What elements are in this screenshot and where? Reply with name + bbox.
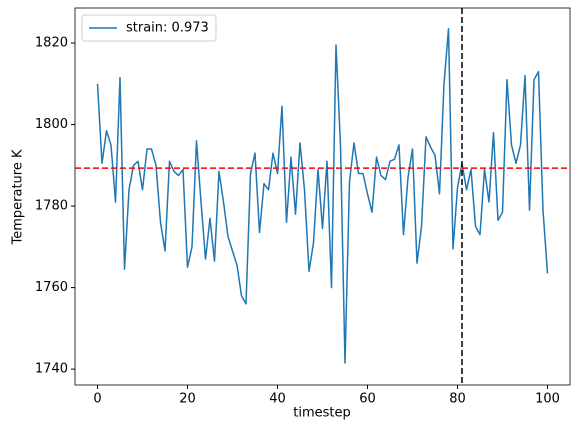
y-tick-label: 1740 <box>35 362 68 377</box>
x-tick-label: 0 <box>93 392 101 407</box>
x-tick-label: 60 <box>359 392 376 407</box>
x-axis-label: timestep <box>293 406 351 421</box>
y-axis-label: Temperature K <box>11 149 26 245</box>
legend-label: strain: 0.973 <box>126 21 209 36</box>
x-tick-label: 80 <box>449 392 466 407</box>
y-tick-label: 1820 <box>35 36 68 51</box>
x-tick-label: 40 <box>269 392 286 407</box>
x-tick-label: 20 <box>179 392 196 407</box>
plot-frame <box>74 7 571 386</box>
x-tick-label: 100 <box>535 392 560 407</box>
legend-box <box>81 14 217 42</box>
y-tick-label: 1800 <box>35 117 68 132</box>
y-tick-label: 1780 <box>35 199 68 214</box>
data-line <box>96 28 549 364</box>
y-tick-label: 1760 <box>35 280 68 295</box>
